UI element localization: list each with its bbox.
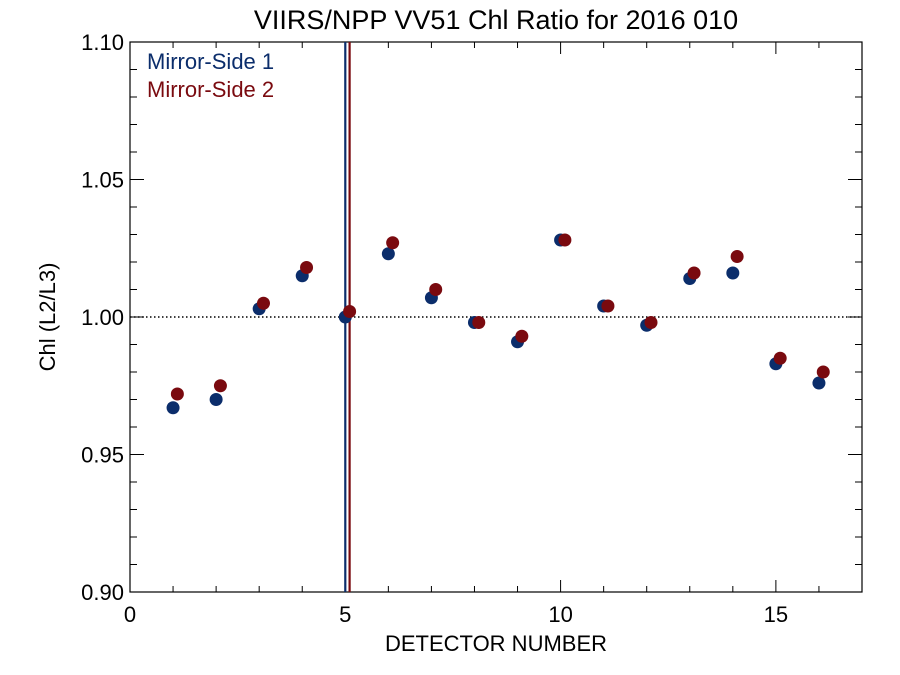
mirror-side-2-point [472, 316, 486, 329]
x-axis-label: DETECTOR NUMBER [385, 631, 607, 656]
y-axis-label: Chl (L2/L3) [35, 263, 60, 372]
legend: Mirror-Side 1 Mirror-Side 2 [147, 49, 274, 102]
mirror-side-1-point [726, 266, 740, 280]
mirror-side-1-point [166, 401, 180, 415]
mirror-side-2-point [300, 261, 314, 274]
x-tick-label: 5 [339, 602, 351, 627]
legend-entry: Mirror-Side 1 [147, 49, 274, 74]
mirror-side-2-point [429, 283, 443, 296]
mirror-side-2-point [773, 351, 787, 365]
mirror-side-2-point [170, 387, 184, 401]
mirror-side-1-point [209, 393, 223, 406]
mirror-side-2-point [601, 299, 615, 313]
y-tick-label: 1.00 [81, 305, 124, 330]
mirror-side-2-point [687, 266, 701, 280]
mirror-side-2-point [213, 379, 227, 393]
plot-area: 0 5 10 15 0.90 0.95 1.00 1.05 1.10 [81, 30, 863, 627]
y-tick-label: 0.90 [81, 580, 124, 605]
y-tick-label: 1.05 [81, 168, 124, 193]
y-tick-label: 0.95 [81, 443, 124, 468]
mirror-side-2-point [730, 250, 744, 263]
mirror-side-2-point [343, 305, 357, 318]
x-tick-label: 0 [124, 602, 136, 627]
chart-title: VIIRS/NPP VV51 Chl Ratio for 2016 010 [254, 5, 738, 35]
legend-entry: Mirror-Side 2 [147, 77, 274, 102]
y-tick-label: 1.10 [81, 30, 124, 55]
mirror-side-2-point [386, 236, 400, 250]
mirror-side-2-point [644, 316, 658, 329]
mirror-side-2-point [515, 329, 529, 343]
mirror-side-2-point [816, 365, 830, 379]
x-tick-label: 15 [764, 602, 788, 627]
mirror-side-2-point [558, 233, 572, 247]
mirror-side-1-point [381, 247, 395, 261]
mirror-side-2-point [256, 296, 270, 310]
plot-frame [129, 41, 863, 593]
x-tick-label: 10 [548, 602, 572, 627]
mirror-side-1-point [812, 376, 826, 390]
